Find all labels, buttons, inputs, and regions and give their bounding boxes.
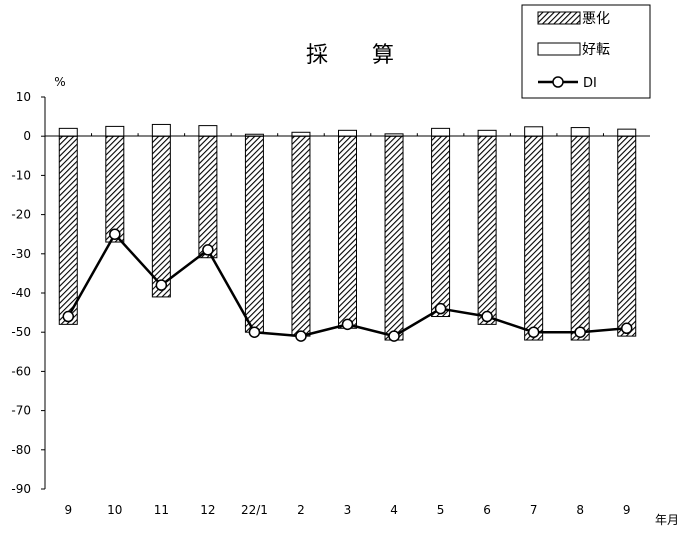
x-tick-label: 8 <box>576 503 584 517</box>
x-tick-label: 7 <box>530 503 538 517</box>
x-tick-label: 9 <box>64 503 72 517</box>
y-tick-label: -90 <box>11 482 31 496</box>
bad-bar <box>431 135 451 318</box>
y-tick-label: -40 <box>11 286 31 300</box>
legend: 悪化 好転 DI <box>521 4 651 99</box>
bad-bar <box>58 135 78 325</box>
legend-label-di: DI <box>583 76 597 91</box>
good-bar <box>151 123 171 137</box>
bad-bar <box>384 135 404 341</box>
di-point <box>62 310 75 323</box>
di-point <box>109 228 121 240</box>
di-point <box>248 326 261 338</box>
chart-title: 採 算 <box>306 43 394 68</box>
di-point <box>202 244 214 256</box>
bad-bar <box>244 135 264 333</box>
bad-bar <box>105 135 125 243</box>
x-tick-label: 9 <box>623 503 631 517</box>
legend-swatch-bad <box>537 11 581 25</box>
good-bar <box>198 125 218 137</box>
x-axis-unit-label: 年月 <box>655 513 679 527</box>
di-point <box>434 302 447 315</box>
x-tick-label: 22/1 <box>241 503 268 517</box>
good-series-bars <box>58 123 637 137</box>
good-bar <box>617 128 637 137</box>
good-bar <box>105 125 125 137</box>
bad-bar <box>617 135 637 337</box>
bad-bar <box>291 135 311 337</box>
legend-swatch-good <box>537 42 581 56</box>
y-tick-label: -30 <box>11 247 31 261</box>
good-bar <box>431 127 451 137</box>
bad-series-bars <box>58 135 637 341</box>
legend-swatch-di-marker <box>552 76 564 88</box>
x-tick-label: 4 <box>390 503 398 517</box>
bad-bar <box>198 135 218 259</box>
x-tick-label: 2 <box>297 503 305 517</box>
y-tick-label: -10 <box>11 168 31 182</box>
y-tick-label: -60 <box>11 364 31 378</box>
x-tick-label: 6 <box>483 503 491 517</box>
good-bar <box>570 127 590 137</box>
x-axis-labels: 9 10 11 12 22/1 2 3 4 5 6 7 8 9 <box>44 133 631 517</box>
bad-bar <box>524 135 544 341</box>
y-tick-label: -50 <box>11 325 31 339</box>
bad-bar <box>151 135 171 298</box>
di-point <box>574 326 586 338</box>
x-tick-label: 5 <box>437 503 445 517</box>
y-axis-ticks: 10 0 -10 -20 -30 -40 -50 -60 -70 -80 -90 <box>11 90 45 496</box>
di-series-line <box>62 228 633 342</box>
di-point <box>341 318 354 331</box>
di-point <box>388 330 400 342</box>
x-tick-label: 12 <box>200 503 215 517</box>
di-point <box>155 279 168 291</box>
good-bar <box>477 129 497 137</box>
y-tick-label: -20 <box>11 208 31 222</box>
x-tick-label: 10 <box>107 503 122 517</box>
bad-bar <box>338 135 357 329</box>
di-point <box>620 322 633 335</box>
y-tick-label: -70 <box>11 404 31 418</box>
good-bar <box>338 129 357 137</box>
good-bar <box>58 127 78 137</box>
y-tick-label: 0 <box>23 129 31 143</box>
di-point <box>481 310 493 323</box>
legend-label-bad: 悪化 <box>582 11 610 27</box>
x-tick-label: 11 <box>154 503 169 517</box>
bad-bar <box>477 135 497 325</box>
y-tick-label: 10 <box>16 90 31 104</box>
good-bar <box>524 126 544 137</box>
y-axis-unit-label: % <box>54 75 65 89</box>
legend-label-good: 好転 <box>582 42 610 58</box>
x-tick-label: 3 <box>344 503 352 517</box>
bad-bar <box>570 135 590 341</box>
di-point <box>527 326 540 338</box>
y-tick-label: -80 <box>11 443 31 457</box>
di-point <box>295 330 307 342</box>
